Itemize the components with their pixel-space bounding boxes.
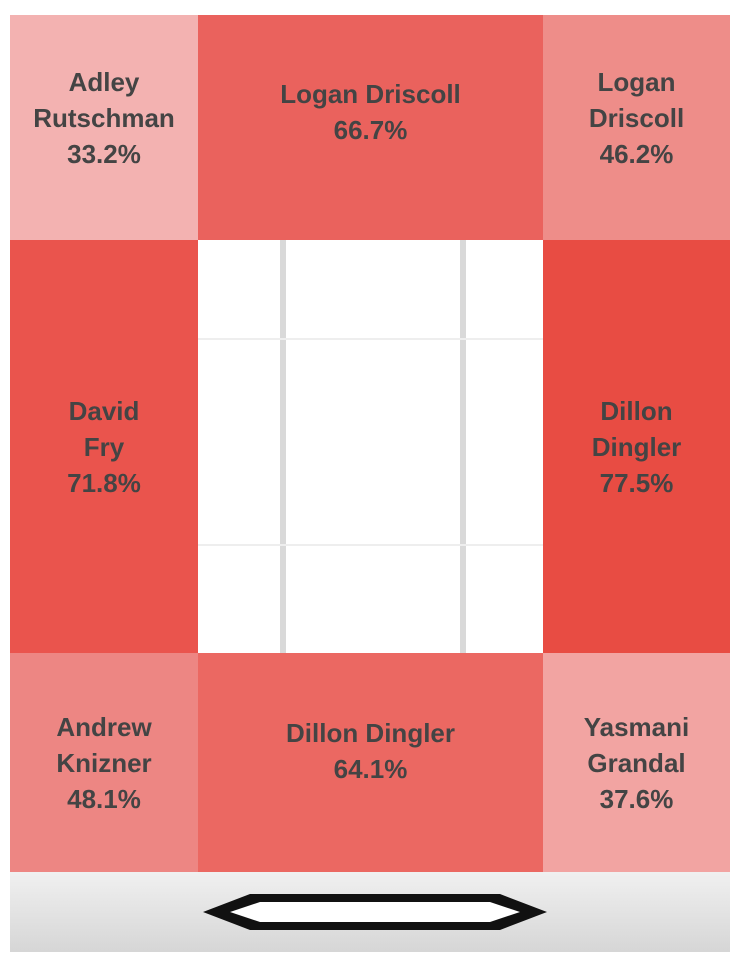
strike-zone-interior (198, 240, 543, 653)
player-name-line: Rutschman (33, 102, 175, 133)
zone-gridline (198, 338, 543, 340)
zone-cell-up-middle: Logan Driscoll 66.7% (198, 15, 543, 240)
zone-gridline (460, 240, 466, 653)
zone-cell-up-left: Adley Rutschman 33.2% (10, 15, 198, 240)
player-name-line: Yasmani (583, 711, 690, 742)
player-name-line: David (68, 395, 140, 426)
zone-gridline (198, 544, 543, 546)
player-name-line: Driscoll (588, 102, 685, 133)
player-name-line: Dillon (600, 395, 673, 426)
player-name-line: Andrew (56, 711, 152, 742)
zone-value-label: 46.2% (599, 138, 674, 169)
home-plate-icon (203, 894, 547, 930)
home-plate-area (10, 872, 730, 952)
player-name-line: Logan (597, 66, 676, 97)
zone-cell-up-right: Logan Driscoll 46.2% (543, 15, 730, 240)
zone-cell-middle-left: David Fry 71.8% (10, 240, 198, 653)
player-name-line: Adley (68, 66, 140, 97)
zone-cell-down-middle: Dillon Dingler 64.1% (198, 653, 543, 872)
player-name-line: Dillon Dingler (286, 717, 455, 748)
zone-cell-middle-right: Dillon Dingler 77.5% (543, 240, 730, 653)
zone-value-label: 48.1% (67, 783, 141, 814)
zone-value-label: 33.2% (67, 138, 141, 169)
zone-gridline (280, 240, 286, 653)
zone-cell-down-right: Yasmani Grandal 37.6% (543, 653, 730, 872)
zone-value-label: 37.6% (599, 783, 674, 814)
zone-value-label: 77.5% (599, 467, 674, 498)
player-name-line: Grandal (587, 747, 686, 778)
player-name-line: Fry (83, 431, 125, 462)
zone-value-label: 64.1% (333, 753, 408, 784)
player-name-line: Knizner (56, 747, 152, 778)
player-name-line: Dingler (591, 431, 682, 462)
zone-value-label: 66.7% (333, 114, 408, 145)
player-name-line: Logan Driscoll (280, 78, 461, 109)
zone-cell-down-left: Andrew Knizner 48.1% (10, 653, 198, 872)
zone-value-label: 71.8% (67, 467, 141, 498)
